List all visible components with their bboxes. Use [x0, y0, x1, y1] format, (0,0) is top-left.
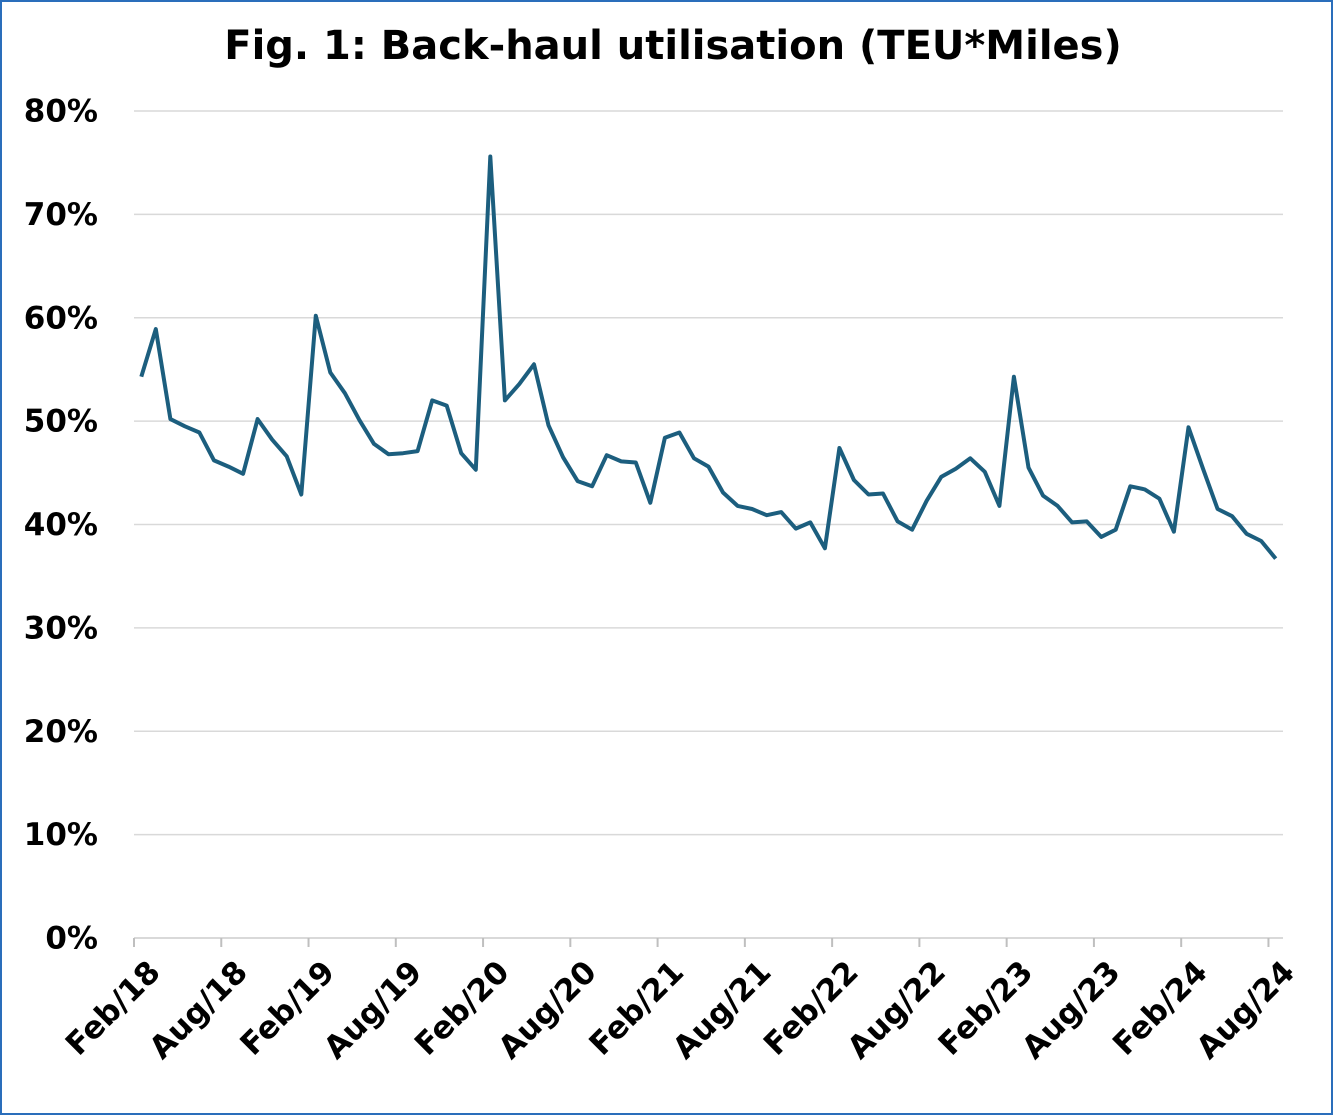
y-tick-label: 40% [24, 507, 98, 543]
y-tick-label: 30% [24, 610, 98, 646]
y-tick-label: 60% [24, 300, 98, 336]
y-tick-label: 70% [24, 197, 98, 233]
y-tick-label: 20% [24, 714, 98, 750]
y-tick-label: 0% [45, 921, 98, 957]
y-tick-label: 50% [24, 404, 98, 440]
chart-title: Fig. 1: Back-haul utilisation (TEU*Miles… [224, 23, 1122, 69]
data-line [139, 154, 1278, 560]
y-tick-label: 80% [24, 94, 98, 130]
y-tick-label: 10% [24, 817, 98, 853]
